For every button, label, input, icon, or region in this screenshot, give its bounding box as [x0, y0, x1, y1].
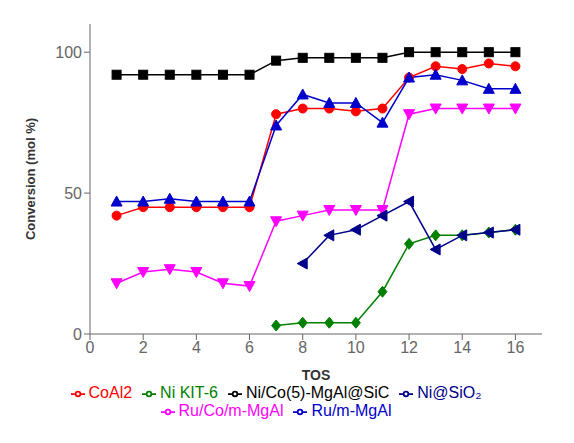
svg-text:4: 4 — [192, 339, 201, 356]
html-text:Ru/Co/m-MgAl: Ru/Co/m-MgAl — [178, 402, 284, 419]
svg-text:0: 0 — [73, 326, 82, 343]
html-text:Ni/Co(5)-MgAl@SiC: Ni/Co(5)-MgAl@SiC — [245, 384, 390, 401]
svg-text:Conversion (mol %): Conversion (mol %) — [23, 118, 38, 240]
svg-text:8: 8 — [298, 339, 307, 356]
html-text:Ni@SiO₂: Ni@SiO₂ — [417, 384, 482, 401]
html-text:Ni KIT-6: Ni KIT-6 — [160, 384, 218, 401]
html-text:CoAl2: CoAl2 — [88, 384, 133, 401]
svg-text:2: 2 — [139, 339, 148, 356]
svg-text:10: 10 — [347, 339, 365, 356]
html-text:Ru/m-MgAl: Ru/m-MgAl — [311, 402, 392, 419]
svg-text:TOS: TOS — [302, 367, 331, 383]
svg-text:0: 0 — [86, 339, 95, 356]
svg-text:16: 16 — [507, 339, 525, 356]
svg-text:100: 100 — [55, 44, 82, 61]
svg-text:12: 12 — [400, 339, 418, 356]
svg-text:14: 14 — [453, 339, 471, 356]
svg-text:50: 50 — [64, 185, 82, 202]
svg-text:6: 6 — [245, 339, 254, 356]
